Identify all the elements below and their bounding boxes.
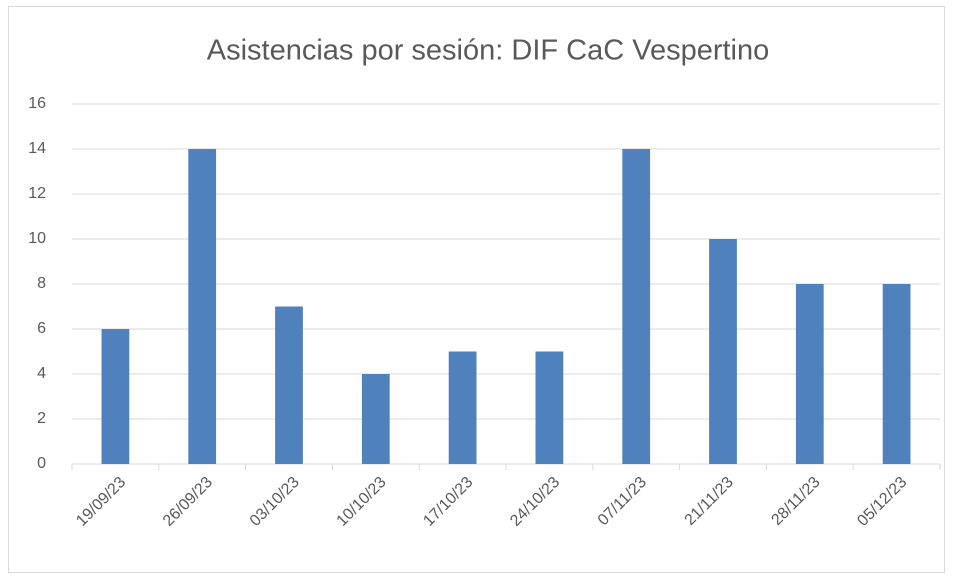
bar [882, 284, 911, 464]
bar [709, 239, 737, 464]
y-tick-label: 14 [28, 140, 46, 157]
bar [795, 284, 824, 464]
bar [188, 149, 217, 464]
y-tick-label: 2 [37, 410, 46, 427]
y-tick-label: 6 [37, 320, 46, 337]
chart-title: Asistencias por sesión: DIF CaC Vesperti… [207, 35, 770, 67]
y-tick-label: 16 [28, 95, 46, 112]
bar [101, 329, 130, 464]
bar [535, 351, 564, 464]
y-tick-label: 0 [37, 455, 46, 472]
y-tick-label: 10 [28, 230, 46, 247]
y-tick-label: 12 [28, 185, 46, 202]
bar [361, 374, 390, 464]
bar [622, 149, 651, 464]
bar [448, 351, 477, 464]
bar [275, 306, 303, 464]
chart-border [8, 6, 945, 573]
y-tick-label: 4 [37, 365, 46, 382]
y-tick-label: 8 [37, 275, 46, 292]
